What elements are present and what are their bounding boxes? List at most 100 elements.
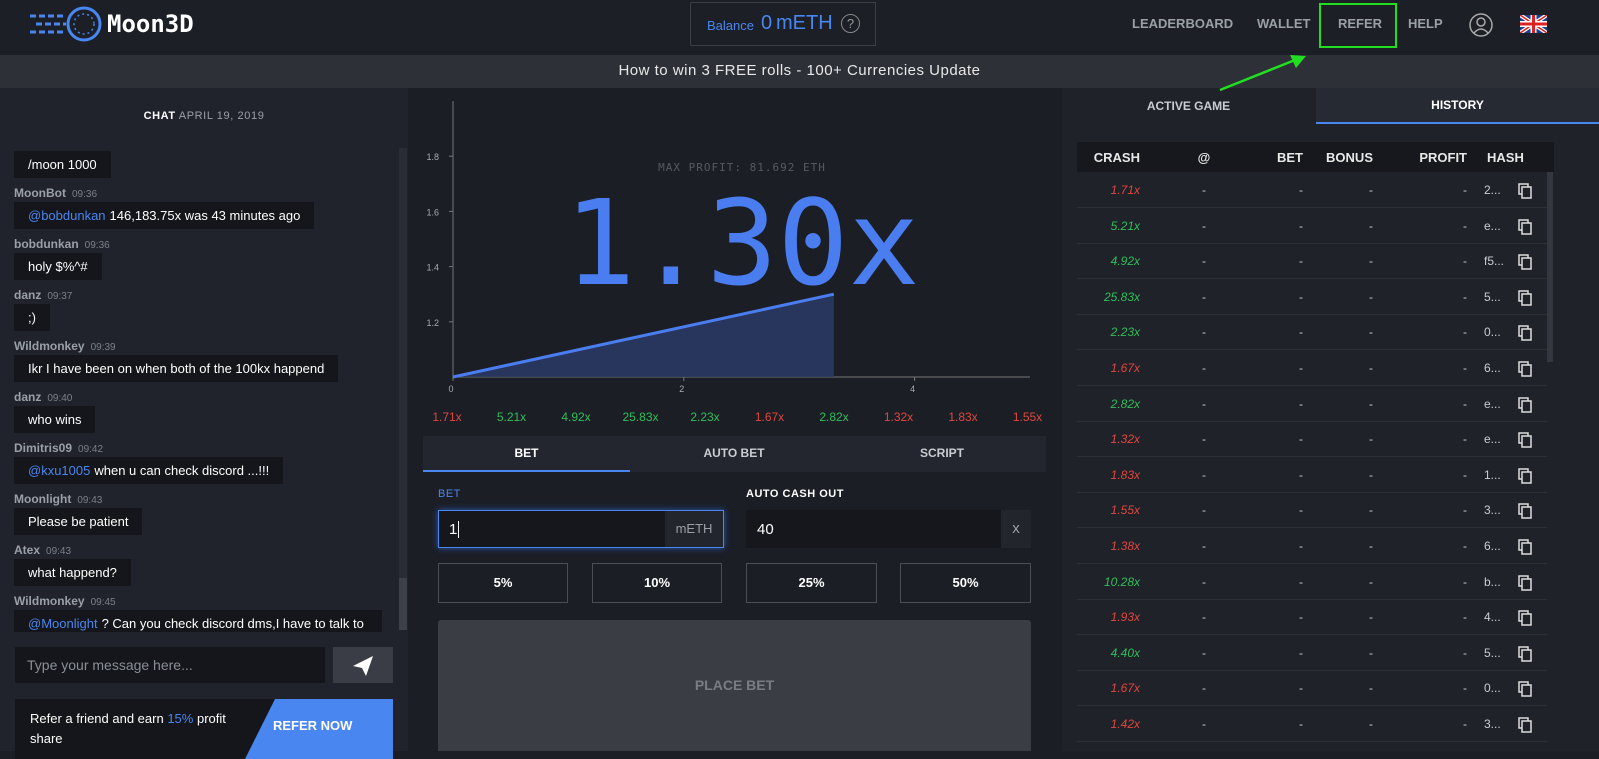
chat-text: what happend? (28, 565, 117, 580)
chat-text: /moon 1000 (28, 157, 97, 172)
chat-input[interactable]: Type your message here... (15, 647, 325, 683)
chat-username[interactable]: danz (14, 390, 42, 404)
refer-box: Refer a friend and earn 15% profit share… (15, 699, 393, 759)
table-header-bg (1077, 142, 1554, 172)
chat-mention[interactable]: @kxu1005 (28, 463, 91, 478)
chat-username[interactable]: Wildmonkey (14, 594, 85, 608)
chat-user: Atex 09:43 (14, 542, 398, 558)
history-panel: ACTIVE GAME HISTORY (1062, 88, 1599, 751)
table-scrollbar (1547, 172, 1553, 362)
help-icon[interactable]: ? (841, 14, 860, 33)
chat-time: 09:45 (90, 597, 116, 608)
recent-crash[interactable]: 1.83x (948, 410, 978, 424)
chat-username[interactable]: Atex (14, 543, 41, 557)
chat-header: CHAT APRIL 19, 2019 (0, 110, 408, 122)
chat-bubble: who wins (14, 406, 96, 433)
tab-active-game[interactable]: ACTIVE GAME (1146, 99, 1231, 113)
recent-crash[interactable]: 1.32x (883, 410, 914, 424)
chat-message: Dimitris09 09:42 @kxu1005 when u can check … (14, 440, 398, 484)
chat-user: Moonlight 09:43 (14, 491, 398, 507)
y-tick-label: 1.8 (426, 152, 439, 162)
tab-script[interactable]: SCRIPT (919, 446, 964, 460)
header: Moon3D Balance 0 mETH ? LEADERBOARD WALL… (0, 0, 1599, 55)
annotation-arrow (1219, 55, 1306, 92)
chat-bubble: Ikr I have been on when both of the 100k… (14, 355, 339, 382)
refer-button[interactable]: REFER NOW (245, 699, 393, 759)
chat-mention[interactable]: @bobdunkan (28, 208, 106, 223)
refer-text: Refer a friend and earn 15% profit share (30, 709, 250, 749)
chat-user: danz 09:40 (14, 389, 398, 405)
tab-bet[interactable]: BET (423, 436, 630, 472)
chat-bubble: @kxu1005 when u can check discord ...!!! (14, 457, 284, 484)
chat-username[interactable]: Moonlight (14, 492, 72, 506)
recent-crash[interactable]: 25.83x (622, 410, 659, 424)
chat-time: 09:39 (90, 342, 116, 353)
x-tick-label: 0 (448, 384, 453, 394)
chat-title: CHAT (143, 110, 176, 122)
bet-tabs: BET AUTO BET SCRIPT (423, 436, 1046, 472)
chat-username[interactable]: MoonBot (14, 186, 66, 200)
send-button[interactable] (333, 647, 393, 683)
chat-message: /moon 1000 (14, 150, 398, 178)
chat-username[interactable]: danz (14, 288, 42, 302)
quick-50[interactable]: 50% (900, 563, 1031, 603)
chat-username[interactable]: Wildmonkey (14, 339, 85, 353)
chat-user: Wildmonkey 09:45 (14, 593, 398, 609)
bet-label: BET (438, 488, 461, 500)
tab-auto-bet[interactable]: AUTO BET (703, 446, 765, 460)
chat-message: Wildmonkey 09:45 @Moonlight? Can you check… (14, 593, 398, 632)
nav-help[interactable]: HELP (1408, 16, 1443, 31)
chat-username[interactable]: Dimitris09 (14, 441, 73, 455)
cashout-unit: x (1001, 510, 1031, 548)
chat-text: 146,183.75x was 43 minutes ago (109, 208, 301, 223)
quick-5[interactable]: 5% (438, 563, 568, 603)
chat-text: ;) (28, 310, 36, 325)
recent-crash[interactable]: 2.82x (819, 410, 849, 424)
balance-box: Balance 0 mETH ? (690, 2, 876, 46)
chat-time: 09:37 (47, 291, 73, 302)
tab-history[interactable]: HISTORY (1316, 88, 1599, 124)
chat-mention[interactable]: @Moonlight (28, 616, 98, 631)
recent-crash[interactable]: 1.67x (754, 410, 785, 424)
chat-message: bobdunkan 09:36 holy $%^# (14, 236, 398, 280)
place-bet-button[interactable]: PLACE BET (438, 620, 1031, 751)
recent-crash[interactable]: 5.21x (496, 410, 527, 424)
chat-message: Wildmonkey 09:39 Ikr I have been on when b… (14, 338, 398, 382)
quick-10[interactable]: 10% (592, 563, 722, 603)
nav-refer[interactable]: REFER (1338, 16, 1383, 31)
chat-text: who wins (28, 412, 82, 427)
chat-bubble: Please be patient (14, 508, 143, 535)
chat-message: danz 09:37;) (14, 287, 398, 331)
recent-crash[interactable]: 1.55x (1012, 410, 1043, 424)
y-tick-label: 1.6 (426, 207, 439, 217)
recent-crash[interactable]: 4.92x (561, 410, 591, 424)
logo-text[interactable]: Moon3D (107, 10, 194, 38)
highlight-box (1319, 3, 1397, 48)
nav-wallet[interactable]: WALLET (1257, 16, 1311, 31)
banner[interactable]: How to win 3 FREE rolls - 100+ Currencie… (0, 55, 1599, 88)
recent-crash[interactable]: 2.23x (690, 410, 720, 424)
flag-icon[interactable] (1520, 15, 1547, 33)
chat-username[interactable]: bobdunkan (14, 237, 79, 251)
chat-text: Please be patient (28, 514, 129, 529)
refer-highlight: 15% (167, 711, 194, 726)
profile-icon[interactable] (1468, 12, 1494, 38)
chat-date: APRIL 19, 2019 (178, 110, 265, 122)
scrollbar (399, 148, 407, 630)
cashout-input[interactable]: 40 x (746, 510, 1031, 548)
chat-panel: CHAT APRIL 19, 2019 /moon 1000 MoonBot 09:… (0, 88, 408, 759)
balance-unit: mETH (776, 12, 833, 34)
chat-user: danz 09:37 (14, 287, 398, 303)
recent-crash[interactable]: 1.71x (432, 410, 462, 424)
chat-bubble: /moon 1000 (14, 151, 111, 178)
chat-time: 09:42 (78, 444, 104, 455)
bet-value: 1 (449, 521, 460, 538)
refer-text-end: profit share (30, 711, 226, 746)
curve-line (452, 292, 835, 379)
refer-text-start: Refer a friend and earn (30, 711, 164, 726)
chat-time: 09:43 (46, 546, 72, 557)
quick-25[interactable]: 25% (746, 563, 877, 603)
nav-leaderboard[interactable]: LEADERBOARD (1132, 16, 1234, 31)
bet-input[interactable]: 1 mETH (438, 510, 724, 548)
bet-unit: mETH (665, 511, 723, 547)
